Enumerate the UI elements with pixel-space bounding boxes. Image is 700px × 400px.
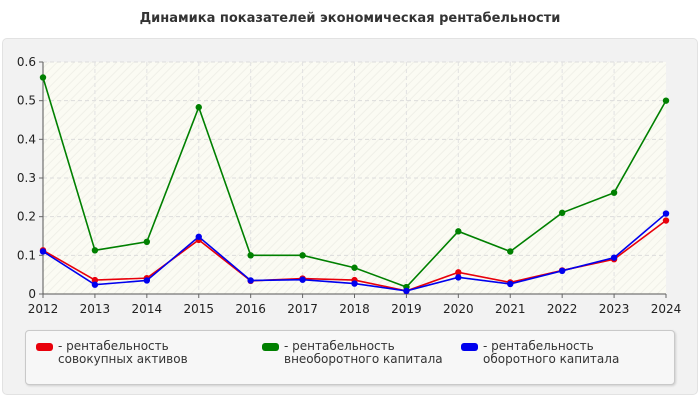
y-tick-label: 0.6 [17, 55, 36, 69]
data-point[interactable] [299, 276, 306, 283]
legend: - рентабельность совокупных активов - ре… [25, 330, 675, 385]
data-point[interactable] [507, 280, 514, 288]
chart-title: Динамика показателей экономическая рента… [139, 11, 561, 26]
legend-item-noncurrent-capital[interactable]: - рентабельность внеоборотного капитала [262, 340, 452, 366]
x-tick-label: 2017 [287, 302, 318, 316]
data-point[interactable] [247, 277, 254, 284]
y-tick-label: 0.3 [17, 171, 36, 185]
data-point[interactable] [507, 248, 514, 255]
data-point[interactable] [195, 233, 202, 240]
y-tick-label: 0.4 [17, 132, 36, 146]
data-point[interactable] [143, 238, 151, 245]
y-tick-label: 0.5 [17, 94, 36, 108]
data-point[interactable] [91, 247, 99, 254]
data-point[interactable] [662, 97, 670, 104]
y-tick-label: 0.2 [17, 210, 36, 224]
data-point[interactable] [662, 210, 670, 217]
x-tick-label: 2022 [547, 302, 578, 316]
y-tick-label: 0.1 [17, 248, 36, 262]
data-point[interactable] [195, 104, 202, 111]
series-2 [39, 74, 670, 291]
data-point[interactable] [351, 280, 358, 287]
data-point[interactable] [39, 74, 47, 81]
x-tick-label: 2012 [28, 302, 59, 316]
x-tick-label: 2019 [391, 302, 422, 316]
legend-item-working-capital[interactable]: - рентабельность оборотного капитала [461, 340, 666, 366]
y-axis-ticks: 0 0.1 0.2 0.3 0.4 0.5 0.6 [17, 55, 43, 301]
data-point[interactable] [558, 209, 566, 216]
data-point[interactable] [143, 277, 151, 284]
series-3 [39, 210, 670, 295]
data-point[interactable] [403, 287, 410, 295]
data-point[interactable] [247, 252, 254, 259]
data-point[interactable] [455, 228, 462, 235]
data-point[interactable] [455, 269, 462, 276]
data-point[interactable] [558, 267, 566, 274]
data-point[interactable] [39, 248, 47, 255]
x-tick-label: 2018 [339, 302, 370, 316]
legend-swatch-red [36, 343, 53, 351]
legend-label: - рентабельность совокупных активов [58, 339, 188, 366]
data-point[interactable] [455, 274, 462, 281]
x-tick-label: 2013 [80, 302, 111, 316]
x-tick-label: 2014 [132, 302, 163, 316]
legend-swatch-blue [461, 343, 478, 351]
data-point[interactable] [299, 252, 306, 259]
x-tick-label: 2015 [183, 302, 214, 316]
legend-label: - рентабельность оборотного капитала [483, 339, 620, 366]
legend-label: - рентабельность внеоборотного капитала [284, 339, 443, 366]
legend-swatch-green [262, 343, 279, 351]
data-point[interactable] [662, 217, 670, 224]
x-tick-label: 2016 [235, 302, 266, 316]
x-tick-label: 2021 [495, 302, 526, 316]
x-tick-label: 2023 [599, 302, 630, 316]
data-point[interactable] [351, 264, 358, 271]
series-group [39, 74, 670, 295]
x-tick-label: 2024 [651, 302, 682, 316]
data-point[interactable] [610, 254, 618, 261]
legend-item-total-assets[interactable]: - рентабельность совокупных активов [36, 340, 236, 366]
x-tick-label: 2020 [443, 302, 474, 316]
grid-lines [43, 61, 666, 294]
data-point[interactable] [91, 276, 99, 284]
y-tick-label: 0 [28, 287, 36, 301]
data-point[interactable] [91, 281, 99, 288]
data-point[interactable] [610, 189, 618, 196]
x-axis-ticks: 2012 2013 2014 2015 2016 2017 2018 2019 2020 2021… [28, 294, 682, 316]
